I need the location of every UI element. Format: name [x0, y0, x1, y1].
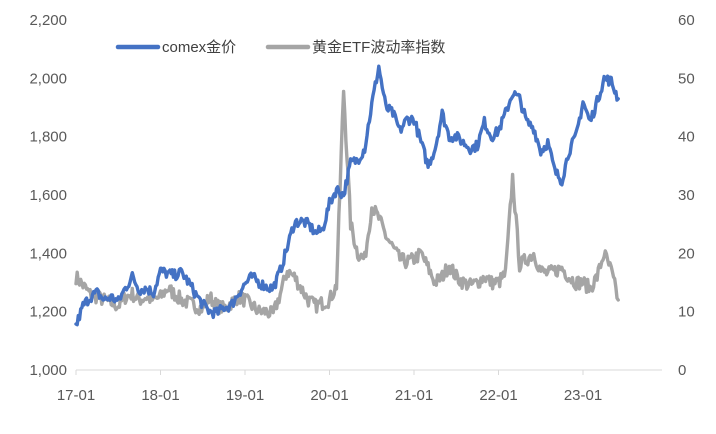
- y-left-tick-label: 1,200: [29, 304, 67, 321]
- x-tick-label: 23-01: [564, 387, 602, 404]
- y-left-tick-label: 2,200: [29, 12, 67, 29]
- y-left-tick-label: 1,400: [29, 245, 67, 262]
- y-left-axis: 1,000 1,200 1,400 1,600 1,800 2,000 2,200: [29, 12, 67, 379]
- y-left-tick-label: 1,000: [29, 362, 67, 379]
- y-right-axis: 0 10 20 30 40 50 60: [678, 12, 695, 379]
- y-right-tick-label: 10: [678, 304, 695, 321]
- series-line-volatility: [74, 89, 620, 319]
- x-tick-label: 17-01: [57, 387, 95, 404]
- x-tick-label: 22-01: [479, 387, 517, 404]
- legend-label-volatility: 黄金ETF波动率指数: [312, 39, 445, 56]
- x-axis: 17-01 18-01 19-01 20-01 21-01 22-01 23-01: [57, 370, 602, 404]
- y-right-tick-label: 50: [678, 70, 695, 87]
- y-right-tick-label: 20: [678, 245, 695, 262]
- legend: comex金价 黄金ETF波动率指数: [115, 39, 445, 56]
- series-lines: [74, 64, 620, 327]
- y-left-tick-label: 1,600: [29, 187, 67, 204]
- y-right-tick-label: 60: [678, 12, 695, 29]
- x-tick-label: 20-01: [310, 387, 348, 404]
- y-right-tick-label: 0: [678, 362, 686, 379]
- x-tick-label: 18-01: [141, 387, 179, 404]
- x-tick-label: 21-01: [395, 387, 433, 404]
- legend-label-gold: comex金价: [162, 39, 236, 56]
- y-left-tick-label: 2,000: [29, 70, 67, 87]
- y-right-tick-label: 30: [678, 187, 695, 204]
- y-left-tick-label: 1,800: [29, 129, 67, 146]
- y-right-tick-label: 40: [678, 129, 695, 146]
- x-tick-label: 19-01: [226, 387, 264, 404]
- series-line-gold: [74, 64, 620, 327]
